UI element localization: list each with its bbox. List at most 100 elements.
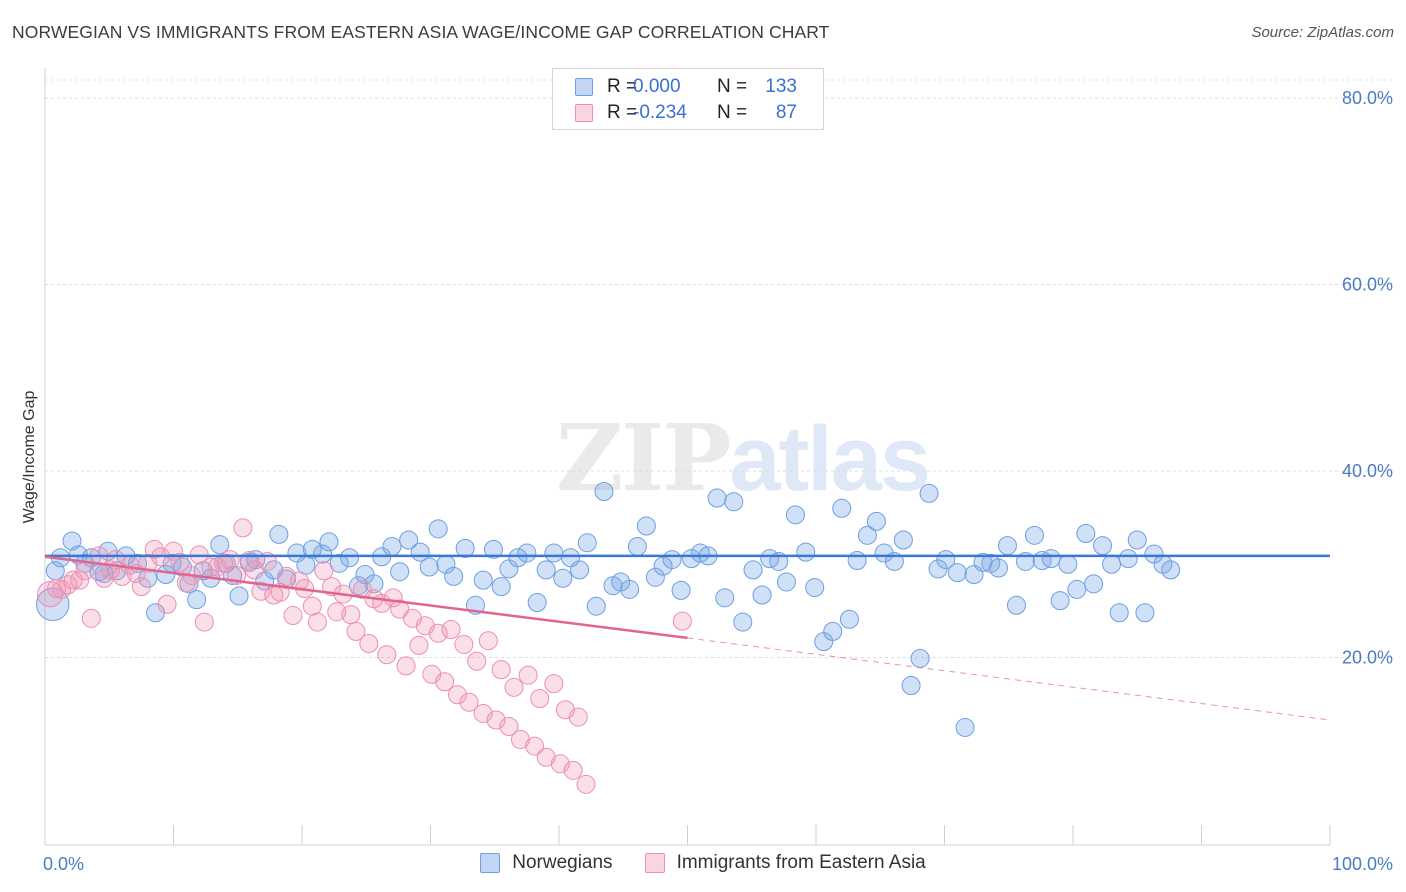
point-norwegian [636, 516, 656, 536]
point-immigrant [499, 717, 519, 737]
point-norwegian [796, 542, 816, 562]
point-norwegian [455, 538, 475, 558]
point-immigrant [454, 634, 474, 654]
watermark-zip: ZIP [556, 404, 731, 512]
point-norwegian [473, 570, 493, 590]
point-immigrant [144, 539, 164, 559]
point-norwegian [1076, 523, 1096, 543]
legend-r-label: R = [607, 76, 638, 97]
point-immigrant [251, 581, 271, 601]
legend-item-immigrants[interactable]: Immigrants from Eastern Asia [644, 852, 926, 874]
point-norwegian [1067, 579, 1087, 599]
point-immigrant [214, 553, 234, 573]
point-norwegian [715, 588, 735, 608]
point-norwegian [586, 596, 606, 616]
trend-line-immigrants [44, 555, 688, 640]
legend-r-label: R = [607, 102, 638, 123]
point-norwegian [1050, 591, 1070, 611]
point-immigrant [447, 685, 467, 705]
point-norwegian [156, 565, 176, 585]
point-norwegian [1161, 560, 1181, 580]
x-tick-label-max: 100.0% [1332, 854, 1393, 874]
legend-swatch-pink [575, 104, 593, 122]
point-norwegian [1109, 603, 1129, 623]
point-norwegian [776, 572, 796, 592]
point-immigrant [467, 651, 487, 671]
point-norwegian [210, 535, 230, 555]
trend-line-immigrants-extrapolated [687, 637, 1331, 721]
point-norwegian [847, 551, 867, 571]
point-immigrant [302, 596, 322, 616]
point-norwegian [866, 511, 886, 531]
source-label: Source: ZipAtlas.com [1251, 24, 1394, 41]
series-legend: Norwegians Immigrants from Eastern Asia [0, 852, 1406, 874]
point-norwegian [627, 537, 647, 557]
point-norwegian [910, 648, 930, 668]
point-norwegian [187, 590, 207, 610]
legend-r-value: 0.000 [633, 76, 681, 97]
point-norwegian [988, 558, 1008, 578]
point-norwegian [1093, 536, 1113, 556]
series-immigrants-eastern-asia [37, 518, 692, 794]
point-immigrant [75, 561, 95, 581]
point-norwegian [382, 537, 402, 557]
legend-label-immigrants: Immigrants from Eastern Asia [676, 852, 926, 873]
point-immigrant [327, 602, 347, 622]
legend-swatch-blue [575, 78, 593, 96]
point-norwegian [874, 543, 894, 563]
legend-label-norwegians: Norwegians [512, 852, 613, 873]
legend-row-norwegians: R = 0.000 N = 133 [575, 74, 797, 100]
point-immigrant [504, 677, 524, 697]
point-immigrant [428, 623, 448, 643]
point-immigrant [307, 612, 327, 632]
point-norwegian [839, 609, 859, 629]
point-norwegian [690, 543, 710, 563]
point-immigrant [544, 674, 564, 694]
point-immigrant [131, 577, 151, 597]
point-norwegian [527, 592, 547, 612]
point-immigrant [672, 611, 692, 631]
point-immigrant [390, 599, 410, 619]
point-norwegian [390, 562, 410, 582]
point-norwegian [319, 532, 339, 552]
point-immigrant [359, 634, 379, 654]
point-norwegian [296, 555, 316, 575]
point-norwegian [62, 531, 82, 551]
y-tick-label: 20.0% [1342, 648, 1393, 668]
point-immigrant [530, 689, 550, 709]
point-immigrant [409, 635, 429, 655]
point-immigrant [277, 566, 297, 586]
legend-n-value: 133 [765, 76, 797, 97]
point-norwegian [553, 568, 573, 588]
legend-n-label: N = [717, 76, 748, 97]
point-immigrant [459, 692, 479, 712]
point-norwegian [707, 488, 727, 508]
point-norwegian [997, 536, 1017, 556]
point-norwegian [399, 530, 419, 550]
point-norwegian [1127, 530, 1147, 550]
point-norwegian [428, 519, 448, 539]
point-norwegian [857, 525, 877, 545]
point-norwegian [483, 539, 503, 559]
legend-r-value: -0.234 [633, 102, 687, 123]
point-norwegian [724, 492, 744, 512]
point-norwegian [620, 579, 640, 599]
point-immigrant [396, 656, 416, 676]
point-immigrant [478, 631, 498, 651]
chart-title: NORWEGIAN VS IMMIGRANTS FROM EASTERN ASI… [12, 22, 830, 42]
legend-item-norwegians[interactable]: Norwegians [480, 852, 613, 874]
point-immigrant [377, 645, 397, 665]
point-immigrant [322, 577, 342, 597]
point-immigrant [491, 660, 511, 680]
point-norwegian [508, 548, 528, 568]
point-norwegian [491, 577, 511, 597]
point-norwegian [570, 560, 590, 580]
point-norwegian [1135, 603, 1155, 623]
tick-labels: 20.0% 40.0% 60.0% 80.0% 0.0% 100.0% Wage/Incom… [21, 88, 1393, 874]
point-norwegian [577, 533, 597, 553]
point-norwegian [444, 566, 464, 586]
point-norwegian [544, 543, 564, 563]
point-norwegian [517, 543, 537, 563]
point-immigrant [201, 557, 221, 577]
